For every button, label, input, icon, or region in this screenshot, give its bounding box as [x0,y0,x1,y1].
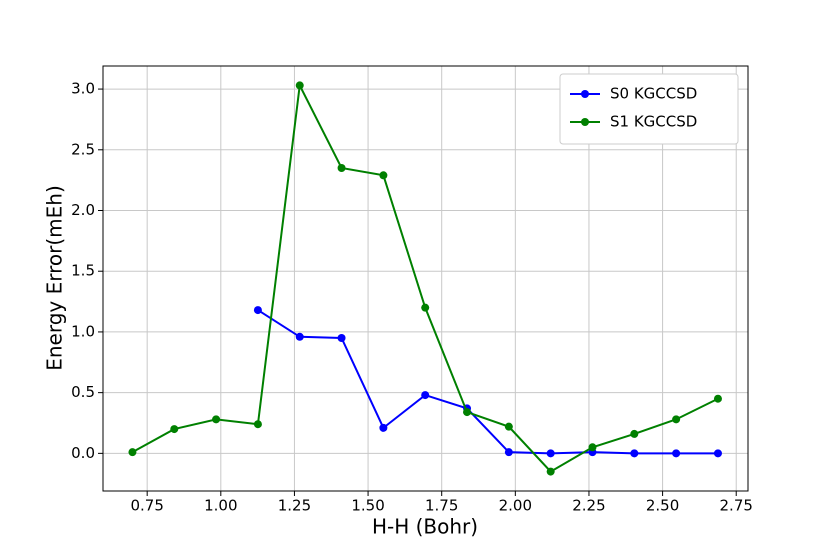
x-tick-label: 1.75 [425,497,458,515]
data-point [379,423,388,432]
data-point [253,420,262,429]
series-line [257,309,718,455]
data-point [630,449,639,458]
plot-frame [102,65,749,492]
x-axis-label: H-H (Bohr) [372,515,478,539]
y-tick-label: 0.0 [71,444,95,462]
x-tick-label: 1.00 [204,497,237,515]
y-tick-label: 2.0 [71,201,95,219]
x-tick-label: 2.00 [499,497,532,515]
data-point [672,449,681,458]
legend-marker [581,118,589,126]
y-tick-label: 1.5 [71,262,95,280]
x-tick-label: 2.50 [646,497,679,515]
x-tick-label: 0.75 [130,497,163,515]
data-point [421,303,430,312]
data-point [421,391,430,400]
legend-marker [581,90,589,98]
legend-label: S1 KGCCSD [610,113,697,131]
legend-label: S0 KGCCSD [610,85,697,103]
x-tick-label: 2.75 [720,497,753,515]
x-tick-label: 1.25 [278,497,311,515]
data-point [630,429,639,438]
data-point [588,443,597,452]
data-point [337,334,346,342]
data-point [713,394,722,403]
y-tick-label: 2.5 [71,140,95,158]
data-point [672,415,681,424]
data-point [253,306,262,315]
data-point [295,332,304,341]
data-point [546,467,555,476]
y-tick-label: 1.0 [71,322,95,340]
data-point [463,408,472,417]
y-tick-label: 0.5 [71,383,95,401]
data-point [713,449,722,458]
data-point [546,449,555,458]
data-point [504,448,513,457]
data-point [379,171,388,180]
legend-box [559,73,739,145]
data-point [128,448,137,457]
data-point [337,164,346,172]
y-axis-label: Energy Error(mEh) [43,185,67,371]
data-point [504,422,513,431]
x-tick-label: 1.50 [351,497,384,515]
data-point [170,425,179,434]
data-point [212,415,221,424]
x-tick-label: 2.25 [572,497,605,515]
y-tick-label: 3.0 [71,80,95,98]
data-point [295,81,304,90]
